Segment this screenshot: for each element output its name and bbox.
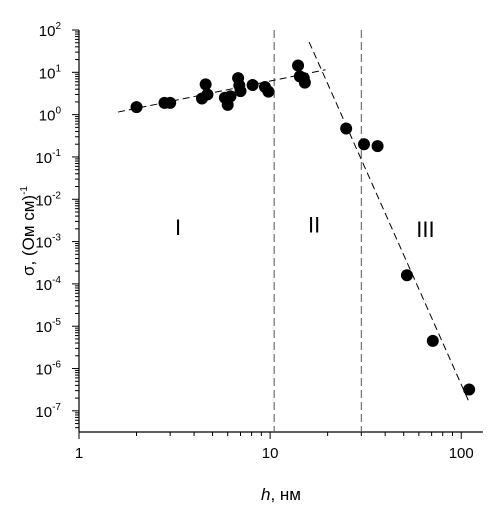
y-axis-label-sup: -1 (19, 186, 30, 195)
y-tick-base: 10 (35, 150, 52, 167)
y-tick-label: 10-5 (35, 317, 61, 336)
x-tick-label: 10 (262, 445, 279, 462)
region-label: III (416, 217, 434, 242)
data-point (371, 140, 384, 153)
y-tick-exponent: -5 (52, 317, 61, 328)
y-tick-label: 102 (39, 21, 62, 40)
fit-lines (117, 41, 470, 403)
y-tick-label: 10-3 (35, 233, 61, 252)
y-tick-exponent: 1 (55, 63, 61, 74)
fit-line (308, 41, 470, 403)
y-tick-label: 10-2 (35, 190, 61, 209)
y-tick-base: 10 (39, 65, 56, 82)
data-point (246, 79, 259, 92)
y-tick-exponent: -3 (52, 233, 61, 244)
data-point (199, 78, 212, 91)
data-point (358, 138, 371, 151)
y-axis-label: σ, (Ом см)-1 (19, 186, 38, 276)
y-axis-label-main: σ, (Ом см) (19, 195, 38, 276)
data-point (234, 85, 247, 98)
data-point (340, 122, 353, 135)
x-axis-label-var: h (261, 485, 270, 504)
y-tick-exponent: -4 (52, 275, 61, 286)
y-tick-base: 10 (35, 277, 52, 294)
fit-line (117, 69, 326, 113)
y-tick-label: 10-1 (35, 148, 61, 167)
data-point (164, 96, 177, 109)
y-tick-base: 10 (35, 362, 52, 379)
y-tick-exponent: -7 (52, 402, 61, 413)
x-axis-label: h, нм (261, 485, 301, 504)
y-tick-base: 10 (35, 192, 52, 209)
y-tick-label: 10-6 (35, 360, 61, 379)
y-tick-label: 10-7 (35, 402, 61, 421)
data-point (426, 334, 439, 347)
x-tick-label: 1 (75, 445, 83, 462)
data-point (130, 101, 143, 114)
region-labels: I II III (175, 213, 435, 242)
y-tick-exponent: -2 (52, 190, 61, 201)
region-label: II (308, 213, 320, 238)
region-label: I (175, 215, 181, 240)
y-tick-base: 10 (39, 108, 56, 125)
data-point (262, 85, 275, 98)
divider-lines (273, 30, 362, 432)
y-tick-base: 10 (35, 235, 52, 252)
data-point (224, 90, 237, 103)
y-tick-label: 10-4 (35, 275, 61, 294)
x-axis-label-unit: , нм (270, 485, 301, 504)
y-tick-label: 100 (39, 106, 62, 125)
x-tick-label: 100 (449, 445, 474, 462)
data-point (298, 76, 311, 89)
y-tick-exponent: -1 (52, 148, 61, 159)
x-ticks: 1 10 100 (75, 432, 474, 462)
data-point (292, 59, 305, 72)
y-tick-label: 101 (39, 63, 62, 82)
data-point (201, 88, 214, 101)
y-tick-exponent: 0 (55, 106, 61, 117)
y-tick-base: 10 (35, 319, 52, 336)
data-points (130, 59, 476, 396)
y-tick-base: 10 (35, 404, 52, 421)
data-point (463, 383, 476, 396)
data-point (400, 269, 413, 282)
y-tick-base: 10 (39, 23, 56, 40)
y-tick-exponent: 2 (55, 21, 61, 32)
plot-frame (78, 30, 483, 433)
y-tick-exponent: -6 (52, 360, 61, 371)
